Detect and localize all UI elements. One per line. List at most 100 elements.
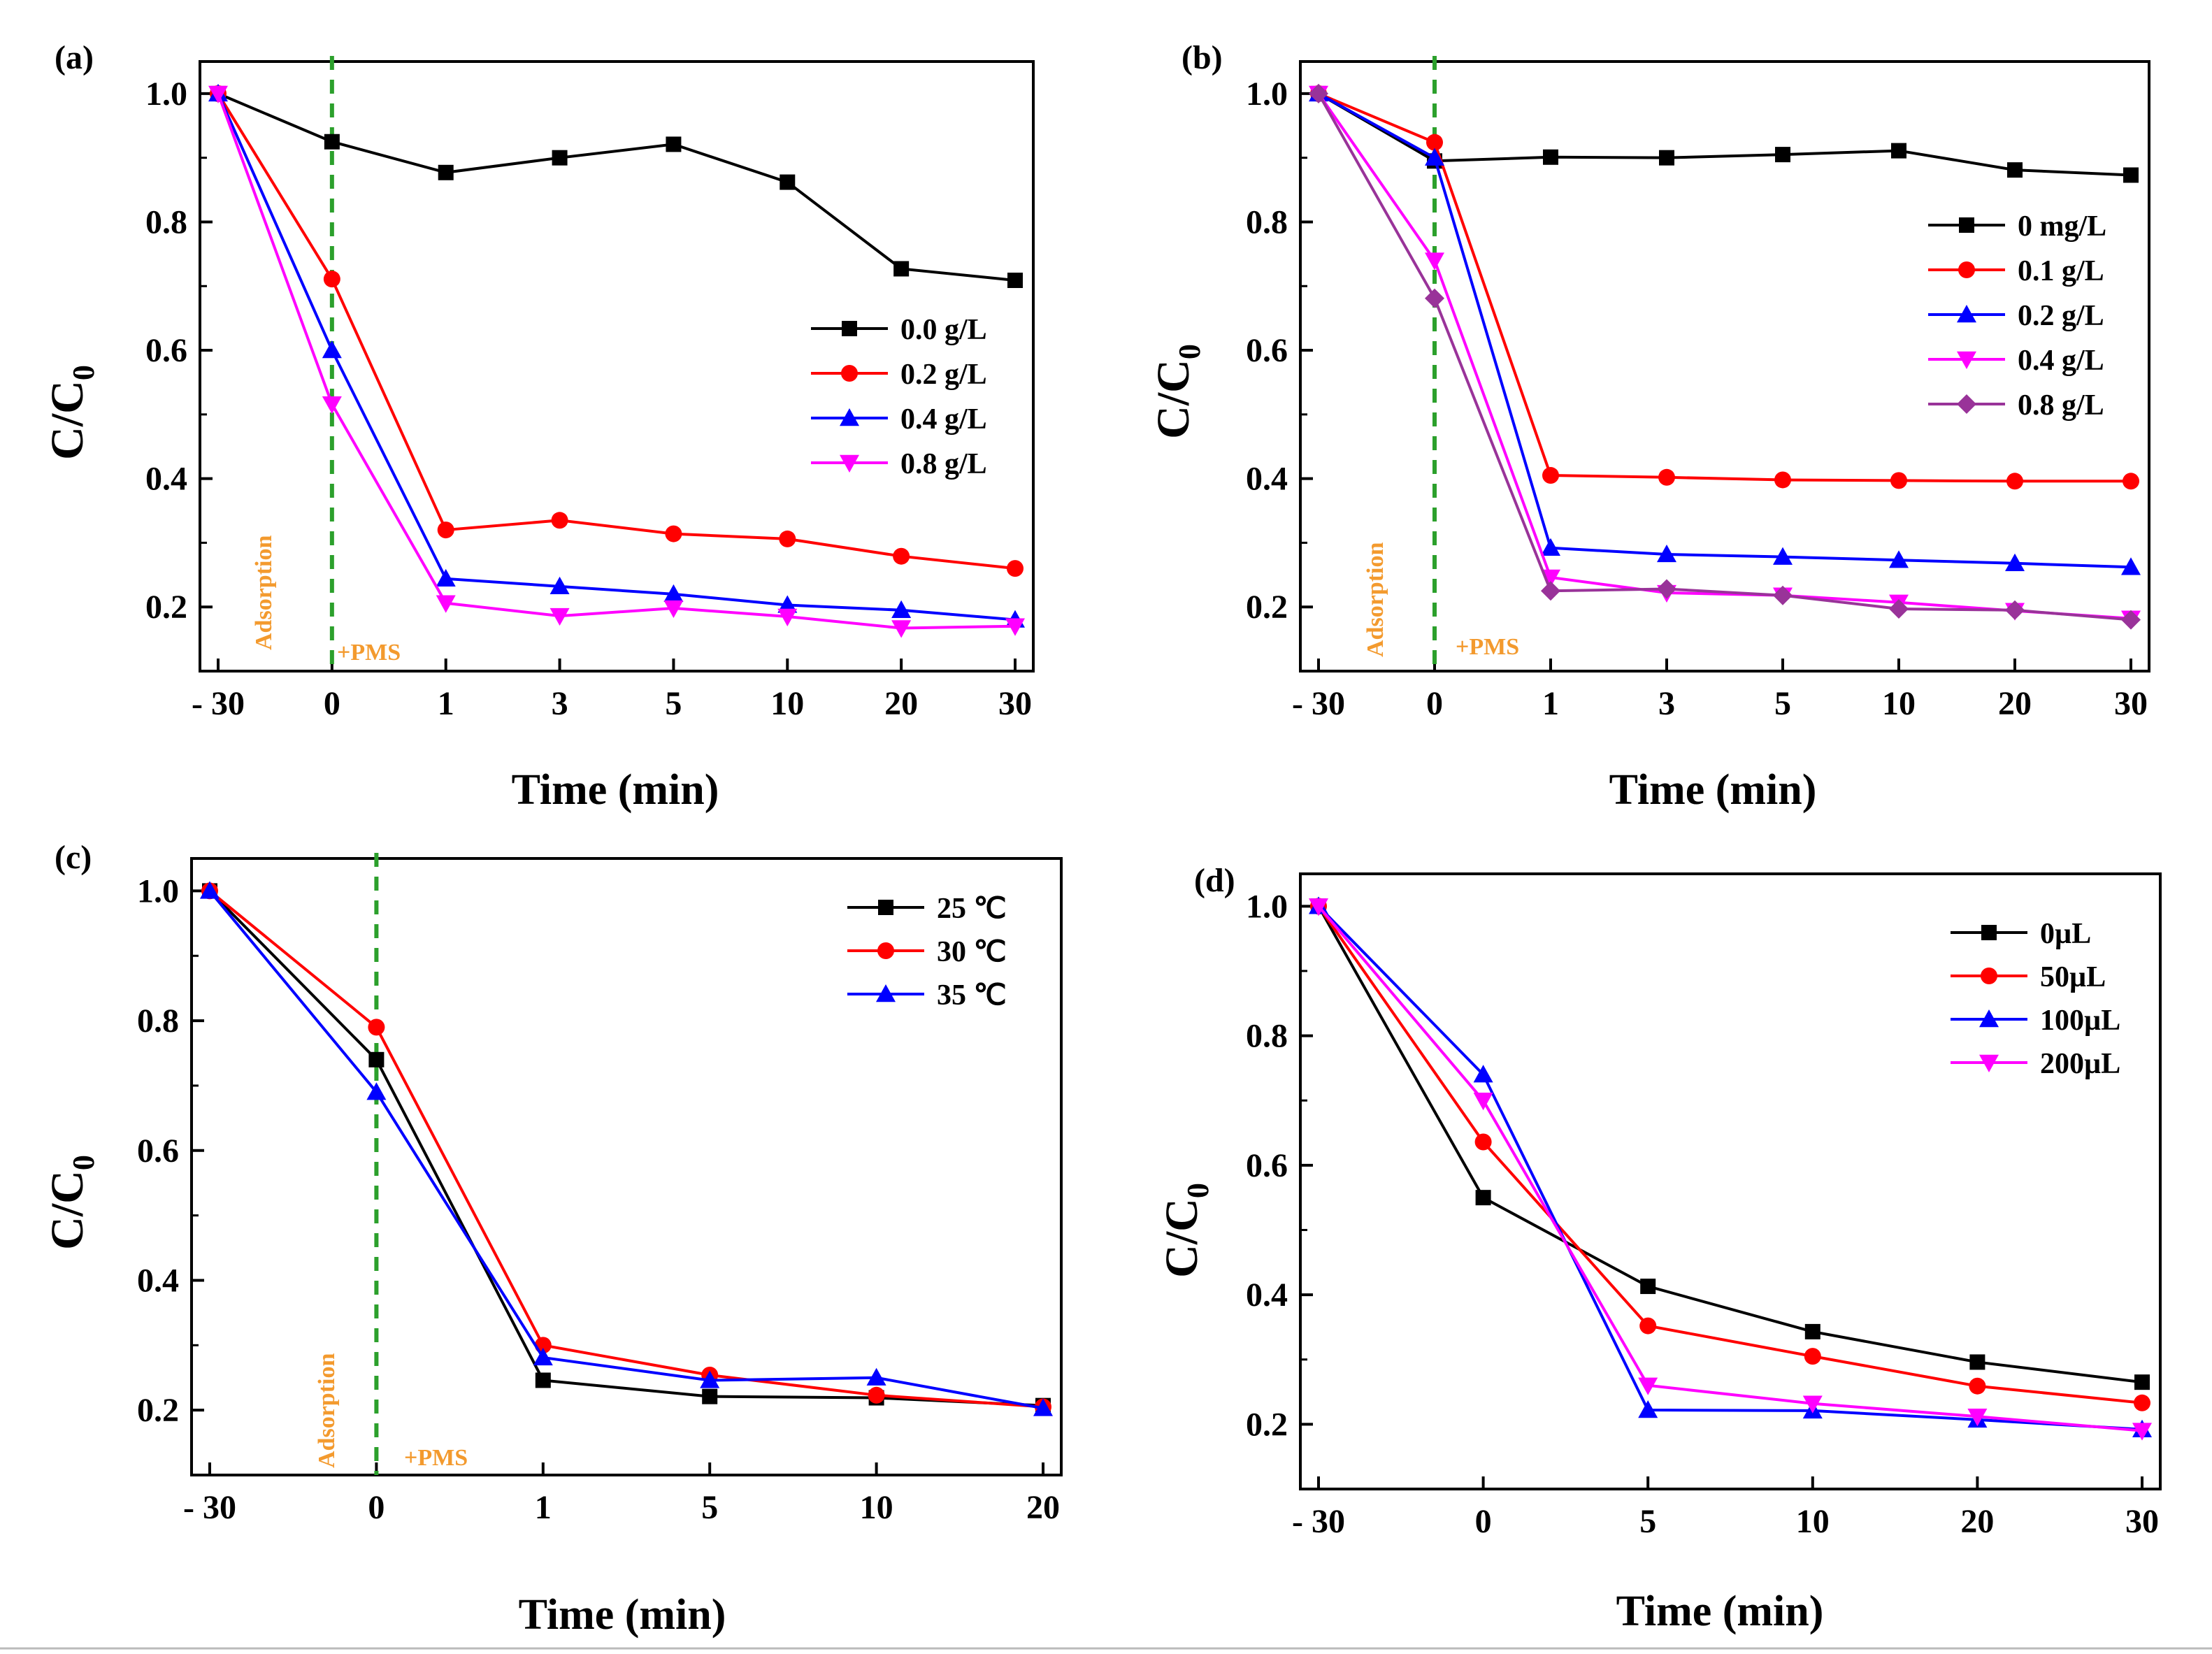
- x-tick-label: - 30: [192, 685, 245, 722]
- y-axis-label-main: C/C: [1156, 1198, 1207, 1278]
- plot-frame: [1299, 872, 2162, 1490]
- data-point: [1802, 1395, 1823, 1414]
- series-line: [1318, 92, 2132, 569]
- data-point: [208, 85, 228, 103]
- data-point: [777, 608, 798, 626]
- data-point: [1967, 1409, 1988, 1427]
- legend-label: 0.4 g/L: [2018, 345, 2104, 377]
- data-point: [368, 1051, 385, 1067]
- panel-label: (c): [55, 839, 92, 876]
- data-point: [893, 547, 910, 565]
- data-point: [1541, 569, 1560, 587]
- x-tick-label: 1: [1542, 685, 1559, 722]
- data-point: [552, 150, 568, 166]
- plot-area: 0.2 0.4 0.6 0.8 1.0 - 30 0 1 3 5 10 20 30 0.0 g/L 0.2 …: [145, 56, 1035, 722]
- data-point: [2134, 1394, 2150, 1411]
- legend-marker: [841, 365, 858, 382]
- series-line: [208, 889, 1044, 1409]
- legend-label: 50µL: [2040, 961, 2106, 993]
- data-point: [893, 261, 910, 277]
- data-point: [2132, 1423, 2152, 1441]
- y-axis-label-sub: 0: [1172, 344, 1207, 359]
- x-tick-label: 30: [998, 685, 1032, 722]
- x-tick-label: 10: [1796, 1503, 1830, 1540]
- data-point: [1969, 1354, 1985, 1370]
- series-0-0-g-l: [210, 85, 1023, 289]
- x-tick-label: 1: [535, 1489, 552, 1526]
- series-0-1-g-l: [1310, 85, 2139, 490]
- data-point: [438, 164, 454, 180]
- y-tick-label: 0.8: [137, 1002, 179, 1040]
- legend-label: 0.8 g/L: [900, 448, 987, 480]
- plot-area: 0.2 0.4 0.6 0.8 1.0 - 30 0 1 3 5 10 20 30 0 mg/L 0.1 g…: [1246, 56, 2150, 722]
- y-tick-label: 0.8: [145, 203, 187, 240]
- data-point: [1425, 288, 1444, 308]
- x-tick-label: 0: [1475, 1503, 1492, 1540]
- data-point: [779, 530, 796, 547]
- data-point: [1638, 1377, 1658, 1395]
- series-line: [208, 890, 1044, 1407]
- y-axis-label-sub: 0: [66, 365, 101, 380]
- y-tick-label: 0.8: [1246, 203, 1288, 240]
- x-tick-label: 30: [2125, 1503, 2159, 1540]
- data-point: [1659, 150, 1674, 166]
- data-point: [322, 396, 342, 415]
- x-axis-label: Time (min): [512, 766, 719, 814]
- legend-marker: [878, 900, 893, 915]
- data-point: [1309, 83, 1328, 103]
- legend-label: 0.2 g/L: [900, 359, 987, 391]
- data-point: [868, 1386, 885, 1404]
- pms-annotation: +PMS: [337, 640, 401, 666]
- y-tick-label: 0.2: [145, 589, 187, 626]
- x-axis-label: Time (min): [519, 1591, 726, 1639]
- legend-label: 30 ℃: [937, 936, 1007, 968]
- data-point: [777, 595, 798, 613]
- y-tick-label: 0.2: [1246, 1406, 1288, 1443]
- legend-item: 200µL: [1951, 1048, 2120, 1080]
- plot-frame: [190, 857, 1063, 1476]
- series-line: [217, 93, 1016, 621]
- x-tick-label: 5: [1639, 1503, 1656, 1540]
- data-point: [1891, 143, 1906, 159]
- series-line: [217, 92, 1016, 570]
- legend-marker: [877, 942, 894, 959]
- y-axis-label: C/C0: [42, 1155, 101, 1250]
- y-tick-label: 1.0: [1246, 888, 1288, 925]
- data-point: [1657, 579, 1676, 599]
- plot-area: 0.2 0.4 0.6 0.8 1.0 - 30 0 1 5 10 20 25 ℃ 30 ℃ 35 ℃: [137, 853, 1063, 1526]
- x-tick-label: 20: [1960, 1503, 1994, 1540]
- x-tick-label: 30: [2114, 685, 2148, 722]
- data-point: [1542, 467, 1559, 484]
- y-tick-label: 1.0: [137, 872, 179, 909]
- legend-item: 30 ℃: [847, 936, 1007, 968]
- legend-label: 100µL: [2040, 1005, 2120, 1037]
- data-point: [323, 271, 340, 288]
- y-tick-label: 0.4: [1246, 1277, 1288, 1314]
- data-point: [1425, 252, 1444, 271]
- data-point: [436, 595, 456, 613]
- y-axis-label-main: C/C: [42, 1170, 93, 1250]
- series-line: [1317, 905, 2143, 1431]
- legend-marker: [1957, 305, 1976, 323]
- data-point: [1007, 560, 1024, 577]
- data-point: [437, 522, 454, 539]
- y-tick-label: 0.2: [137, 1392, 179, 1429]
- x-tick-label: 5: [1774, 685, 1791, 722]
- legend-label: 0.1 g/L: [2018, 255, 2104, 287]
- y-axis-label-main: C/C: [42, 380, 93, 460]
- series-line: [1317, 905, 2143, 1432]
- series-line: [1318, 92, 2131, 483]
- data-point: [1804, 1323, 1820, 1339]
- series-200-l: [1309, 898, 2152, 1441]
- data-point: [2007, 162, 2023, 178]
- series-line: [208, 890, 1044, 1410]
- series-0-8-g-l: [208, 85, 1025, 638]
- data-point: [1773, 585, 1793, 605]
- x-tick-label: 3: [552, 685, 568, 722]
- data-point: [2121, 557, 2141, 575]
- data-point: [1309, 898, 1328, 916]
- data-point: [1658, 468, 1675, 486]
- y-tick-label: 0.6: [145, 332, 187, 369]
- series-line: [1317, 905, 2143, 1404]
- data-point: [700, 1370, 720, 1388]
